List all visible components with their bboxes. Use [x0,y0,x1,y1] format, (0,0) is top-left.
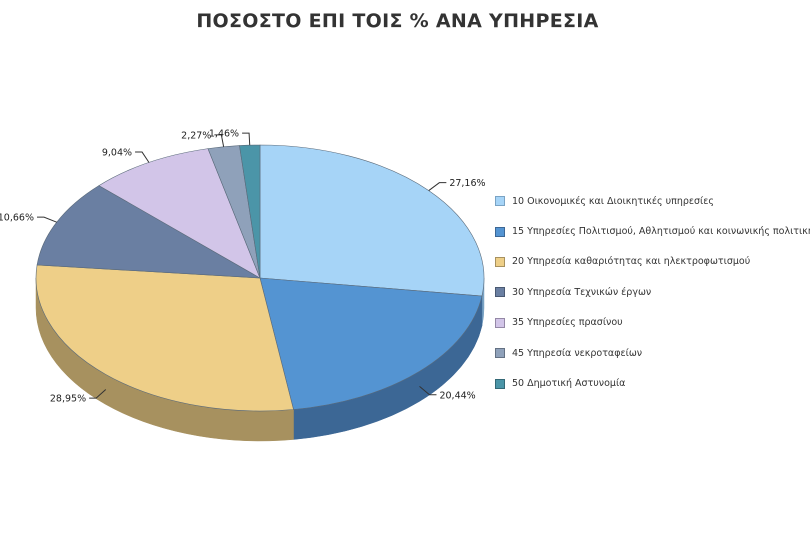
legend-swatch [495,226,505,237]
legend-label: 45 Υπηρεσία νεκροταφείων [512,347,643,359]
legend-item[interactable]: 15 Υπηρεσίες Πολιτισμού, Αθλητισμού και … [495,216,810,246]
legend-label: 10 Οικονομικές και Διοικητικές υπηρεσίες [512,195,714,207]
slice-value-label: 20,44% [439,390,475,401]
legend-item[interactable]: 10 Οικονομικές και Διοικητικές υπηρεσίες [495,186,810,216]
slice-value-label: 27,16% [449,178,485,189]
slice-value-label: 9,04% [102,148,132,159]
legend-swatch [495,317,505,328]
pie-slice[interactable] [259,144,485,297]
pie-labels: 27,16% 20,44% 28,95% 10,66% 9,04% 2,27%1,46% [0,129,486,405]
slice-value-label: 28,95% [50,394,86,405]
label-leader-line [242,132,251,146]
legend-label: 30 Υπηρεσία Τεχνικών έργων [512,286,652,298]
legend-swatch [495,196,505,207]
label-leader-line [89,389,107,399]
legend-label: 35 Υπηρεσίες πρασίνου [512,317,623,329]
slice-value-label: 10,66% [0,213,34,224]
legend-swatch [495,378,505,389]
legend-swatch [495,256,505,267]
legend-item[interactable]: 45 Υπηρεσία νεκροταφείων [495,338,810,368]
label-leader-line [419,385,437,396]
pie-slice[interactable] [98,148,261,279]
legend-item[interactable]: 50 Δημοτική Αστυνομία [495,368,810,398]
label-leader-line [428,182,447,191]
legend-label: 20 Υπηρεσία καθαριότητας και ηλεκτροφωτι… [512,256,751,268]
slice-value-label: 1,46% [209,129,239,140]
slice-value-label: 2,27% [181,130,211,141]
legend: 10 Οικονομικές και Διοικητικές υπηρεσίες… [495,186,810,399]
label-leader-line [214,134,225,147]
legend-item[interactable]: 35 Υπηρεσίες πρασίνου [495,308,810,338]
legend-item[interactable]: 20 Υπηρεσία καθαριότητας και ηλεκτροφωτι… [495,247,810,277]
pie-slice[interactable] [259,277,483,410]
chart-title: ΠΟΣΟΣΤΟ ΕΠΙ ΤΟΙΣ % ΑΝΑ ΥΠΗΡΕΣΙΑ [196,10,599,32]
legend-label: 50 Δημοτική Αστυνομία [512,378,626,390]
label-leader-line [36,216,57,223]
legend-label: 15 Υπηρεσίες Πολιτισμού, Αθλητισμού και … [512,226,810,238]
pie-slice[interactable] [35,264,294,412]
pie-tops [35,144,485,412]
label-leader-line [135,151,150,163]
pie-slice[interactable] [36,185,261,279]
legend-swatch [495,348,505,359]
legend-swatch [495,287,505,298]
legend-item[interactable]: 30 Υπηρεσία Τεχνικών έργων [495,277,810,307]
